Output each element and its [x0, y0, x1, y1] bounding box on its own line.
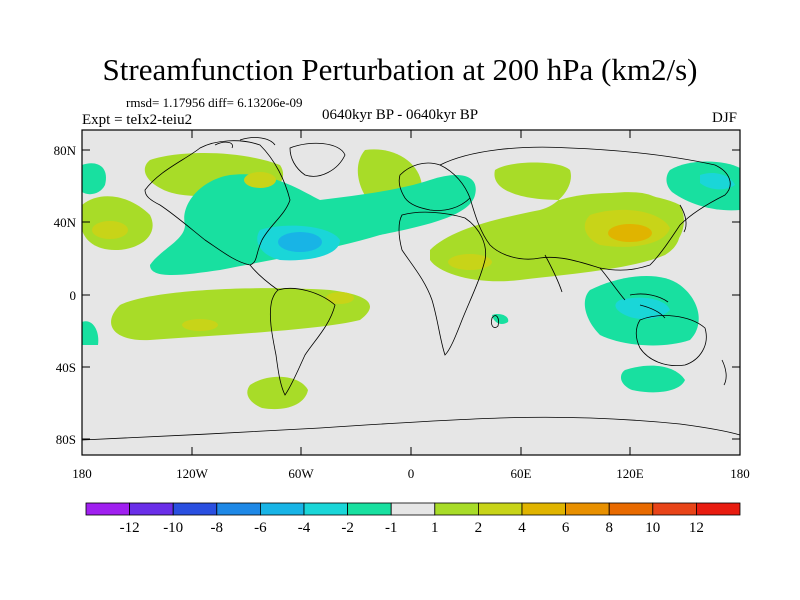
colorbar-box-14: [696, 502, 741, 516]
y-tick-label-80s: 80S: [56, 432, 76, 447]
colorbar-label-12: 10: [645, 520, 660, 536]
colorbar-box-5: [303, 502, 348, 516]
colorbar-box-7: [390, 502, 436, 516]
colorbar-label-13: 12: [689, 520, 704, 536]
y-tick-label-40s: 40S: [56, 360, 76, 375]
negative-strong-core: [278, 232, 322, 252]
colorbar-box-8: [434, 502, 479, 516]
stats-label: rmsd= 1.17956 diff= 6.13206e-09: [126, 95, 303, 110]
colorbar-box-6: [347, 502, 392, 516]
coastlines: [82, 137, 740, 441]
colorbar-labels: -12 -10 -8 -6 -4 -2 -1 1 2 4 6 8 10 12: [120, 520, 704, 536]
colorbar-label-7: 1: [431, 520, 439, 536]
chart-title: Streamfunction Perturbation at 200 hPa (…: [102, 52, 698, 87]
colorbar-label-9: 4: [518, 520, 526, 536]
colorbar-box-0: [85, 502, 130, 516]
colorbar-box-2: [172, 502, 218, 516]
colorbar-box-9: [477, 502, 523, 516]
x-tick-label-60w: 60W: [288, 466, 314, 481]
positive-strong-core: [608, 224, 652, 242]
x-tick-label-120e: 120E: [616, 466, 644, 481]
colorbar-label-1: -10: [163, 520, 183, 536]
colorbar-label-0: -12: [120, 520, 140, 536]
colorbar-box-13: [652, 502, 697, 516]
x-tick-label-180w: 180: [72, 466, 92, 481]
contour-fields: [82, 149, 740, 410]
colorbar-box-11: [565, 502, 610, 516]
period-label: 0640kyr BP - 0640kyr BP: [322, 107, 479, 123]
colorbar-box-4: [259, 502, 305, 516]
colorbar-box-10: [521, 502, 566, 516]
colorbar-box-12: [608, 502, 654, 516]
colorbar-box-3: [216, 502, 261, 516]
y-tick-label-80n: 80N: [54, 143, 77, 158]
season-label: DJF: [712, 110, 738, 126]
negative-core-regions: [257, 173, 735, 320]
experiment-label: Expt = teIx2-teiu2: [82, 112, 193, 128]
x-tick-label-180e: 180: [730, 466, 750, 481]
y-tick-label-40n: 40N: [54, 215, 77, 230]
colorbar: [85, 502, 741, 516]
x-tick-label-0: 0: [408, 466, 415, 481]
colorbar-label-3: -6: [254, 520, 267, 536]
colorbar-label-2: -8: [211, 520, 224, 536]
colorbar-label-10: 6: [562, 520, 570, 536]
colorbar-label-4: -4: [298, 520, 311, 536]
y-tick-label-0: 0: [70, 288, 77, 303]
colorbar-label-5: -2: [341, 520, 354, 536]
colorbar-box-1: [129, 502, 174, 516]
axis-ticks: [81, 130, 741, 455]
x-tick-label-120w: 120W: [176, 466, 209, 481]
colorbar-label-8: 2: [475, 520, 483, 536]
x-tick-label-60e: 60E: [511, 466, 532, 481]
colorbar-label-6: -1: [385, 520, 398, 536]
colorbar-label-11: 8: [605, 520, 613, 536]
